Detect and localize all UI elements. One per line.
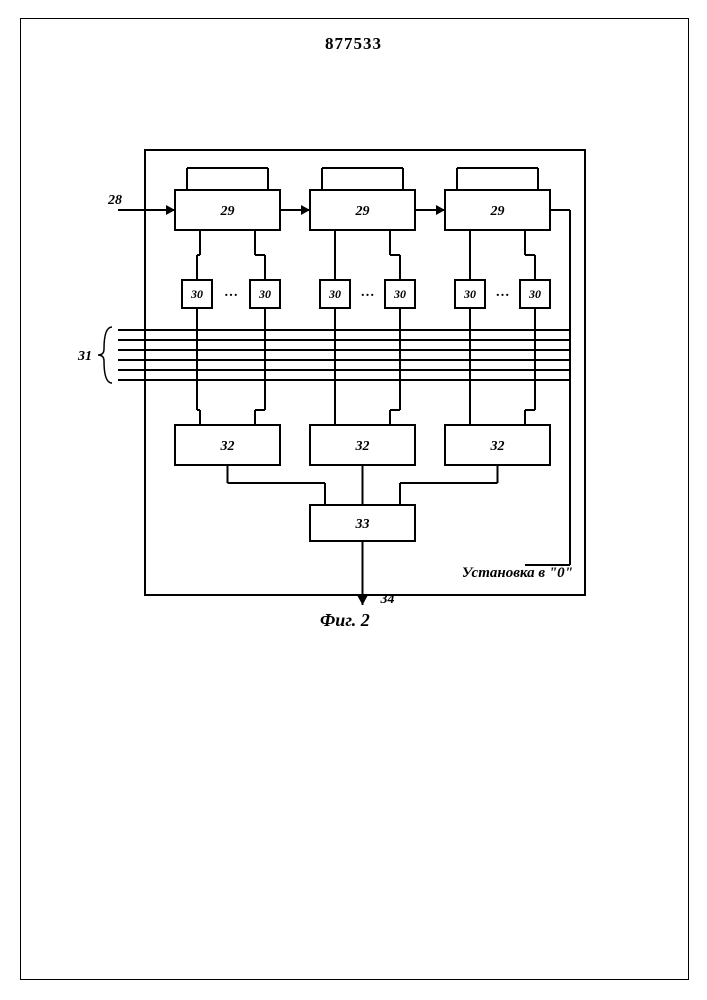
svg-text:34: 34 xyxy=(380,592,395,607)
svg-text:32: 32 xyxy=(355,439,370,454)
svg-text:29: 29 xyxy=(355,204,370,219)
svg-text:…: … xyxy=(224,285,238,300)
svg-text:30: 30 xyxy=(258,287,271,301)
svg-text:30: 30 xyxy=(463,287,476,301)
svg-text:Установка в "0": Установка в "0" xyxy=(462,565,573,581)
svg-text:31: 31 xyxy=(77,349,92,364)
svg-text:32: 32 xyxy=(220,439,235,454)
page: 877533 29292928303030303030………3132323233… xyxy=(0,0,707,1000)
svg-text:30: 30 xyxy=(190,287,203,301)
svg-text:30: 30 xyxy=(328,287,341,301)
svg-text:30: 30 xyxy=(528,287,541,301)
svg-text:29: 29 xyxy=(220,204,235,219)
svg-text:33: 33 xyxy=(355,517,370,532)
diagram-svg: 29 29 29 28 30 30 30 30 30 30 … … … 31 32 32 32 33 34 Устан… xyxy=(0,0,707,1000)
svg-text:…: … xyxy=(361,285,375,300)
svg-text:30: 30 xyxy=(393,287,406,301)
svg-text:29: 29 xyxy=(490,204,505,219)
svg-text:32: 32 xyxy=(490,439,505,454)
figure-caption: Фиг. 2 xyxy=(320,610,370,631)
svg-text:…: … xyxy=(496,285,510,300)
svg-text:28: 28 xyxy=(107,193,122,208)
